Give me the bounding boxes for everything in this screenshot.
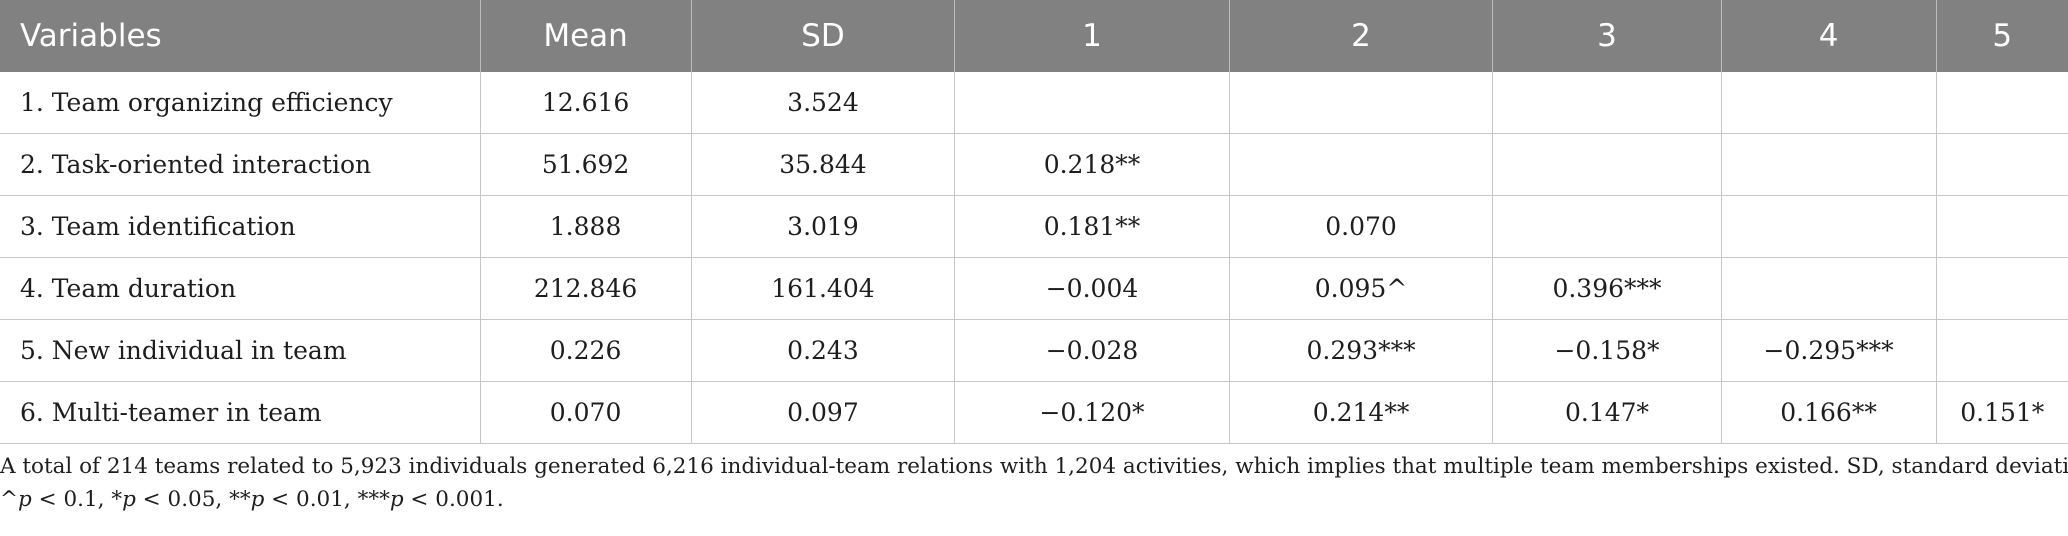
sd-cell: 3.524: [690, 72, 956, 134]
correlation-cell: −0.028: [954, 319, 1230, 382]
correlation-cell: [954, 72, 1230, 134]
header-col-1: 1: [954, 0, 1230, 72]
correlation-table-container: Variables Mean SD 1 2 3 4 5 1. Team orga…: [0, 0, 2068, 444]
variable-name-cell: 4. Team duration: [0, 257, 481, 320]
sig-symbol: ***: [357, 487, 390, 512]
table-row: 2. Task-oriented interaction 51.692 35.8…: [0, 133, 2068, 196]
correlation-cell: 0.166**: [1720, 381, 1937, 444]
footnote-description: A total of 214 teams related to 5,923 in…: [0, 454, 2068, 479]
correlation-cell: 0.218**: [954, 133, 1230, 196]
sd-cell: 0.243: [690, 319, 956, 382]
sig-p-var: p: [122, 487, 136, 512]
sd-cell: 0.097: [690, 381, 956, 444]
table-row: 5. New individual in team 0.226 0.243 −0…: [0, 319, 2068, 382]
sig-threshold: < 0.05,: [135, 487, 230, 512]
table-row: 4. Team duration 212.846 161.404 −0.004 …: [0, 257, 2068, 320]
sig-symbol: ^: [0, 487, 19, 512]
table-row: 1. Team organizing efficiency 12.616 3.5…: [0, 72, 2068, 134]
correlation-cell: [1228, 133, 1494, 196]
correlation-cell: [1492, 195, 1722, 258]
footnote-significance: ^p < 0.1, *p < 0.05, **p < 0.01, ***p < …: [0, 483, 2068, 516]
correlation-table: Variables Mean SD 1 2 3 4 5 1. Team orga…: [0, 0, 2068, 444]
sig-p-var: p: [389, 487, 404, 512]
header-col-3: 3: [1492, 0, 1722, 72]
correlation-cell: 0.070: [1228, 195, 1494, 258]
correlation-cell: [1935, 72, 2068, 134]
table-header-row: Variables Mean SD 1 2 3 4 5: [0, 0, 2068, 72]
correlation-cell: −0.004: [954, 257, 1230, 320]
mean-cell: 51.692: [479, 133, 692, 196]
variable-name-cell: 6. Multi-teamer in team: [0, 381, 481, 444]
correlation-cell: −0.158*: [1492, 319, 1722, 382]
sig-threshold: < 0.1,: [31, 487, 112, 512]
correlation-cell: [1492, 133, 1722, 196]
header-mean: Mean: [480, 0, 692, 72]
correlation-cell: −0.295***: [1720, 319, 1937, 382]
correlation-cell: [1935, 319, 2068, 382]
correlation-cell: 0.147*: [1492, 381, 1722, 444]
sd-cell: 161.404: [690, 257, 956, 320]
correlation-cell: [1720, 72, 1937, 134]
correlation-cell: [1935, 133, 2068, 196]
correlation-cell: 0.293***: [1228, 319, 1494, 382]
sd-cell: 3.019: [690, 195, 956, 258]
header-variables: Variables: [0, 0, 481, 72]
correlation-cell: [1720, 133, 1937, 196]
correlation-cell: [1935, 195, 2068, 258]
correlation-cell: [1720, 195, 1937, 258]
sig-symbol: **: [229, 487, 251, 512]
variable-name-cell: 3. Team identification: [0, 195, 481, 258]
correlation-cell: [1228, 72, 1494, 134]
header-sd: SD: [691, 0, 956, 72]
correlation-cell: 0.151*: [1935, 381, 2068, 444]
header-col-5: 5: [1992, 18, 2013, 54]
header-col-2: 2: [1229, 0, 1494, 72]
mean-cell: 12.616: [479, 72, 692, 134]
mean-cell: 0.070: [479, 381, 692, 444]
correlation-cell: −0.120*: [954, 381, 1230, 444]
correlation-cell: [1935, 257, 2068, 320]
mean-cell: 0.226: [479, 319, 692, 382]
mean-cell: 1.888: [479, 195, 692, 258]
sig-symbol: *: [111, 487, 123, 512]
variable-name-cell: 2. Task-oriented interaction: [0, 133, 481, 196]
sig-threshold: < 0.001.: [403, 487, 504, 512]
table-footnote: A total of 214 teams related to 5,923 in…: [0, 450, 2068, 516]
variable-name-cell: 5. New individual in team: [0, 319, 481, 382]
variable-name-cell: 1. Team organizing efficiency: [0, 72, 481, 134]
sig-p-var: p: [18, 487, 32, 512]
correlation-cell: 0.214**: [1228, 381, 1494, 444]
table-row: 3. Team identification 1.888 3.019 0.181…: [0, 195, 2068, 258]
sd-cell: 35.844: [690, 133, 956, 196]
sig-p-var: p: [250, 487, 265, 512]
correlation-cell: 0.181**: [954, 195, 1230, 258]
correlation-cell: [1492, 72, 1722, 134]
correlation-cell: 0.396***: [1492, 257, 1722, 320]
table-row: 6. Multi-teamer in team 0.070 0.097 −0.1…: [0, 381, 2068, 444]
correlation-cell: 0.095^: [1228, 257, 1494, 320]
mean-cell: 212.846: [479, 257, 692, 320]
sig-threshold: < 0.01,: [264, 487, 358, 512]
header-col-4: 4: [1721, 0, 1937, 72]
correlation-cell: [1720, 257, 1937, 320]
